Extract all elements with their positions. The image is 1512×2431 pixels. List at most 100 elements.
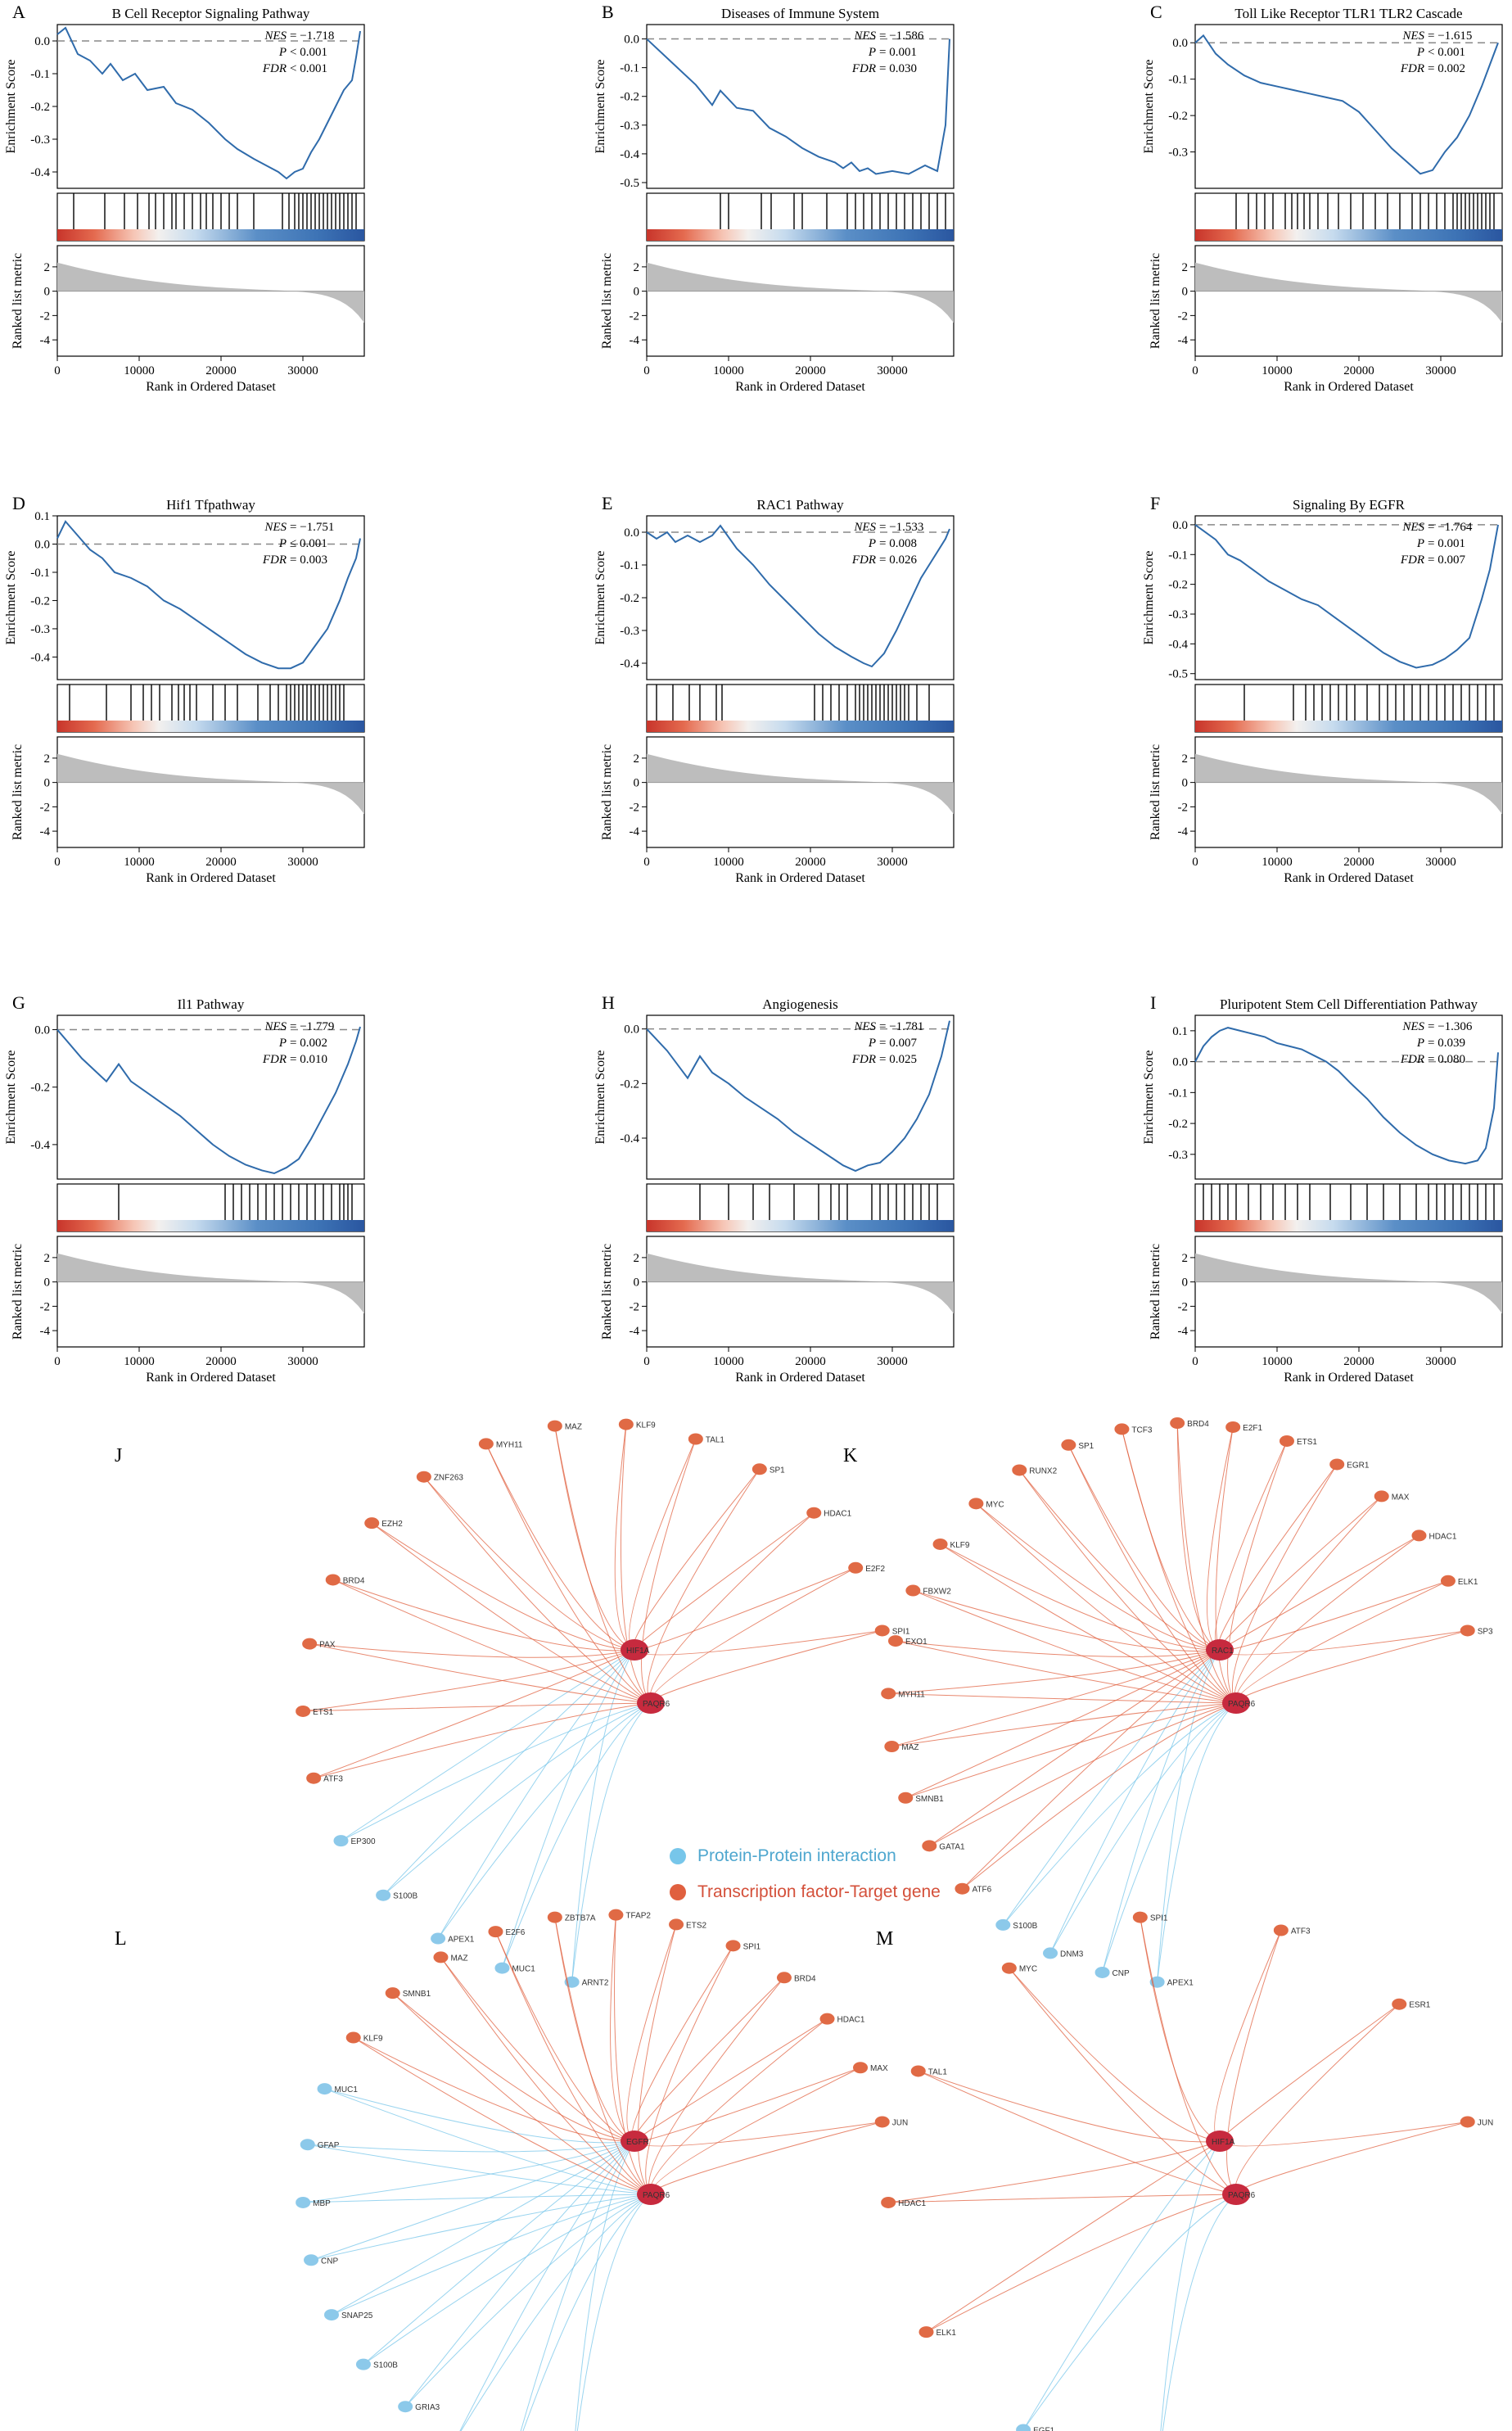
tf-edge [333, 1579, 634, 1650]
tf-edge [393, 1993, 651, 2194]
es-y-tick-label: -0.3 [620, 625, 639, 638]
tf-edge [627, 1924, 676, 2141]
tf-node [1225, 1421, 1240, 1433]
ppi-node [334, 1835, 349, 1846]
tf-node [1329, 1458, 1344, 1470]
node-label: JUN [1478, 2118, 1493, 2127]
es-y-tick-label: 0.0 [624, 34, 639, 47]
ranked-metric-area [647, 1254, 954, 1314]
metric-y-axis-label: Ranked list metric [1149, 1244, 1162, 1340]
ranked-metric-area [1195, 263, 1502, 323]
rank-heat-bar [57, 721, 364, 732]
metric-y-tick-label: -2 [630, 801, 640, 814]
node-label: MAZ [450, 1954, 467, 1963]
x-tick-label: 30000 [877, 856, 908, 869]
tf-edge [1236, 1630, 1468, 1703]
x-tick-label: 0 [643, 1355, 650, 1368]
tf-edge [486, 1444, 651, 1703]
node-label: HDAC1 [824, 1510, 851, 1519]
tf-node [1061, 1439, 1076, 1451]
panel-title: Il1 Pathway [178, 996, 245, 1012]
tf-node [875, 1624, 890, 1636]
tf-edge [634, 2121, 882, 2145]
es-y-tick-label: 0.1 [34, 510, 50, 523]
node-label: DNM3 [1060, 1950, 1084, 1959]
stat-value-fdr: = 0.010 [290, 1053, 327, 1066]
network-panel-L: LAPEX1CTNND2GRIA2GRIA3S100BSNAP25CNPMBPG… [115, 1909, 908, 2431]
ppi-edge [405, 2141, 634, 2406]
x-tick-label: 20000 [795, 1355, 826, 1368]
legend-tf-label: Transcription factor-Target gene [697, 1882, 941, 1902]
stat-value-nes: = −1.586 [879, 29, 924, 43]
ranked-metric-area [647, 754, 954, 815]
metric-y-axis-label: Ranked list metric [11, 1244, 25, 1340]
stat-value-p: = 0.007 [879, 1037, 917, 1050]
es-y-axis-label: Enrichment Score [594, 550, 607, 644]
x-tick-label: 0 [1192, 856, 1198, 869]
node-label: PAX [319, 1641, 336, 1650]
rank-heat-bar [647, 1220, 954, 1231]
panel-title: B Cell Receptor Signaling Pathway [112, 6, 310, 21]
node-label: ATF3 [1291, 1927, 1311, 1936]
hub-label: PAQR6 [643, 2191, 670, 2200]
es-y-tick-label: 0.0 [1172, 519, 1188, 532]
es-y-tick-label: -0.3 [1168, 147, 1188, 160]
node-label: MYH11 [496, 1440, 523, 1449]
metric-plot-frame [57, 1236, 364, 1347]
node-label: HDAC1 [1429, 1532, 1456, 1541]
tf-edge [1068, 1445, 1236, 1703]
es-y-tick-label: -0.4 [30, 166, 50, 179]
x-axis-label: Rank in Ordered Dataset [1284, 871, 1414, 885]
x-tick-label: 0 [54, 856, 61, 869]
metric-y-axis-label: Ranked list metric [1149, 253, 1162, 349]
node-label: EZH2 [381, 1520, 403, 1529]
node-label: APEX1 [448, 1936, 475, 1945]
x-tick-label: 30000 [1425, 1355, 1456, 1368]
tf-edge [649, 1977, 784, 2194]
stat-label-nes: NES [853, 1020, 876, 1033]
rank-heat-bar [1195, 721, 1502, 732]
stat-label-fdr: FDR [851, 1053, 876, 1066]
es-y-axis-label: Enrichment Score [594, 59, 607, 153]
x-tick-label: 20000 [205, 856, 237, 869]
metric-y-tick-label: 2 [634, 261, 640, 274]
metric-y-axis-label: Ranked list metric [1149, 744, 1162, 840]
node-label: E2F6 [505, 1928, 525, 1937]
metric-plot-frame [1195, 737, 1502, 847]
tf-edge [1232, 1464, 1337, 1703]
tf-node [548, 1912, 562, 1923]
ppi-edge [512, 2141, 634, 2431]
tf-node [884, 1741, 899, 1752]
metric-plot-frame [647, 1236, 954, 1347]
stat-label-fdr: FDR [851, 62, 876, 75]
stat-value-fdr: = 0.025 [879, 1053, 917, 1066]
tf-node [1114, 1423, 1129, 1435]
ranked-metric-area [57, 263, 364, 323]
metric-plot-frame [57, 246, 364, 356]
node-label: TAL1 [928, 2067, 948, 2076]
tf-node [806, 1507, 821, 1519]
x-tick-label: 0 [643, 856, 650, 869]
tf-edge [1228, 1441, 1287, 1703]
ppi-node [1095, 1967, 1110, 1978]
node-label: MBP [313, 2199, 331, 2208]
es-curve [647, 39, 950, 174]
tf-node [853, 2062, 868, 2073]
node-label: EGR1 [1347, 1461, 1370, 1470]
x-axis-label: Rank in Ordered Dataset [735, 380, 865, 394]
metric-y-tick-label: -4 [1178, 1325, 1189, 1338]
ppi-node [1016, 2424, 1031, 2431]
node-label: ATF6 [972, 1886, 991, 1895]
panel-letter: A [12, 2, 25, 22]
ppi-edge [308, 2141, 634, 2152]
es-y-tick-label: -0.4 [1168, 638, 1188, 651]
network-panel-M: MMOGEGF1ELK1HDAC1TAL1MYCSPI1ATF3ESR1JUNH… [876, 1912, 1493, 2431]
tf-edge [1236, 2121, 1468, 2194]
panel-title: Signaling By EGFR [1293, 497, 1406, 513]
x-tick-label: 20000 [205, 364, 237, 377]
tf-node [346, 2032, 361, 2044]
node-label: S100B [393, 1892, 417, 1901]
metric-y-tick-label: -4 [630, 334, 640, 347]
stat-value-p: = 0.001 [1428, 537, 1465, 550]
ppi-node [296, 2197, 310, 2208]
